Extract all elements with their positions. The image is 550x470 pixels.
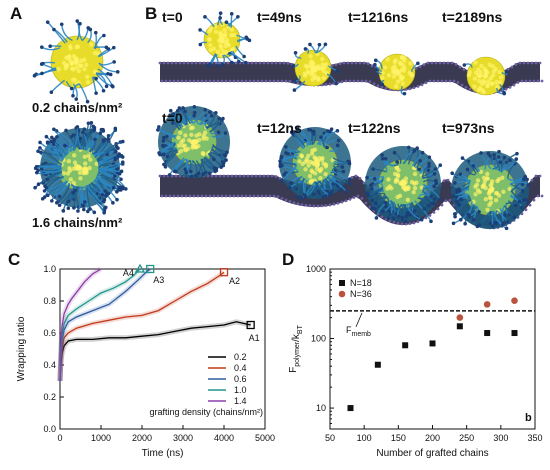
panel-a-label: A <box>10 4 23 23</box>
marker-A2 <box>219 268 229 277</box>
legend-label-1.4: 1.4 <box>234 396 247 406</box>
series-line-1.0 <box>59 268 141 382</box>
marker-A4 <box>134 263 146 273</box>
legend-label-0.4: 0.4 <box>234 363 247 373</box>
legend-label-N=36: N=36 <box>350 289 372 299</box>
y-tick-label: 0.2 <box>43 392 56 402</box>
reference-pointer <box>355 312 363 328</box>
x-tick-label: 4000 <box>214 433 234 443</box>
marker-A3 <box>146 264 155 274</box>
series-band <box>57 319 252 382</box>
membrane <box>160 62 540 94</box>
free-energy-chart: 50 100 150 200 250 300 350 10 100 1000 Number of g… <box>288 264 543 459</box>
row2-particles <box>156 104 531 231</box>
point-N=18 <box>374 361 381 368</box>
legend-swatch-N=18 <box>339 280 345 286</box>
annotation-A2: A2 <box>229 276 240 286</box>
np-sparse-caption: 0.2 chains/nm² <box>32 100 123 115</box>
b-row1-time-1: t=49ns <box>257 9 302 25</box>
x-tick-label: 0 <box>57 433 62 443</box>
x-axis-label: Time (ns) <box>142 448 184 459</box>
x-axis-label: Number of grafted chains <box>376 448 488 459</box>
legend-label-0.2: 0.2 <box>234 352 247 362</box>
x-tick-label: 200 <box>425 433 440 443</box>
annotation-A3: A3 <box>153 275 164 285</box>
b-row2-time-1: t=12ns <box>257 120 302 136</box>
wrapping-ratio-chart: 0 1000 2000 3000 4000 50000.00.20.40.60.81.0T… <box>16 263 275 459</box>
series-line-0.2 <box>59 321 251 382</box>
point-N=36 <box>456 314 464 321</box>
x-tick-label: 100 <box>357 433 372 443</box>
x-tick-label: 3000 <box>173 433 193 443</box>
annotation-A1: A1 <box>249 333 260 343</box>
panel-b-label: B <box>145 4 158 23</box>
y-tick-label: 0.6 <box>43 328 56 338</box>
simulation-snapshots: t=0 t=49ns t=1216ns t=2189ns t=0 t=12ns … <box>156 9 544 231</box>
b-row1-time-2: t=1216ns <box>348 9 409 25</box>
y-tick-label: 1.0 <box>43 264 56 274</box>
b-row1-time-0: t=0 <box>162 9 183 25</box>
y-tick-label: 0.8 <box>43 296 56 306</box>
reference-line-label: Fmemb <box>346 325 371 338</box>
point-N=36 <box>511 297 518 305</box>
b-row2-time-2: t=122ns <box>348 120 401 136</box>
x-tick-label: 1000 <box>91 433 111 443</box>
y-tick-label: 0.4 <box>43 360 56 370</box>
b-row1-time-3: t=2189ns <box>442 9 503 25</box>
point-N=18 <box>456 323 463 330</box>
y-axis-label: Wrapping ratio <box>16 316 27 381</box>
y-tick-label: 10 <box>316 403 326 413</box>
panel-d-label: D <box>282 250 295 269</box>
legend-label-0.6: 0.6 <box>234 374 247 384</box>
legend-title: grafting density (chains/nm²) <box>149 407 263 417</box>
series-line-1.4 <box>59 268 102 382</box>
point-N=18 <box>402 342 409 349</box>
point-N=18 <box>484 330 491 337</box>
panel-c-label: C <box>8 250 21 269</box>
y-tick-label: 0.0 <box>43 424 56 434</box>
series-line-0.6 <box>59 268 151 382</box>
legend-label-1.0: 1.0 <box>234 385 247 395</box>
nanoparticle-dense-image <box>33 121 128 215</box>
y-axis-label: Fpolymer/kBT <box>288 324 304 372</box>
y-tick-label: 100 <box>311 334 326 344</box>
np-dense-caption: 1.6 chains/nm² <box>32 215 123 230</box>
series-line-0.4 <box>59 271 225 382</box>
x-tick-label: 150 <box>391 433 406 443</box>
point-N=18 <box>511 330 518 337</box>
y-tick-label: 1000 <box>306 264 326 274</box>
legend-swatch-N=36 <box>338 290 346 298</box>
series-band <box>57 267 152 382</box>
x-tick-label: 300 <box>493 433 508 443</box>
row1-particles <box>198 11 509 96</box>
b-row2-time-0: t=0 <box>162 110 183 126</box>
b-row2-time-3: t=973ns <box>442 120 495 136</box>
x-tick-label: 250 <box>459 433 474 443</box>
marker-A1 <box>246 320 255 330</box>
plot-frame <box>59 268 266 430</box>
x-tick-label: 350 <box>527 433 542 443</box>
nanoparticle-sparse-image <box>32 19 120 104</box>
panel-annotation: b <box>525 412 532 424</box>
point-N=18 <box>347 405 354 412</box>
series-band <box>57 267 142 382</box>
x-tick-label: 50 <box>325 433 335 443</box>
x-tick-label: 2000 <box>132 433 152 443</box>
point-N=36 <box>483 301 491 308</box>
point-N=18 <box>429 340 436 347</box>
membrane <box>160 175 540 229</box>
annotation-A4: A4 <box>123 268 134 278</box>
legend-label-N=18: N=18 <box>350 278 372 288</box>
x-tick-label: 5000 <box>255 433 275 443</box>
